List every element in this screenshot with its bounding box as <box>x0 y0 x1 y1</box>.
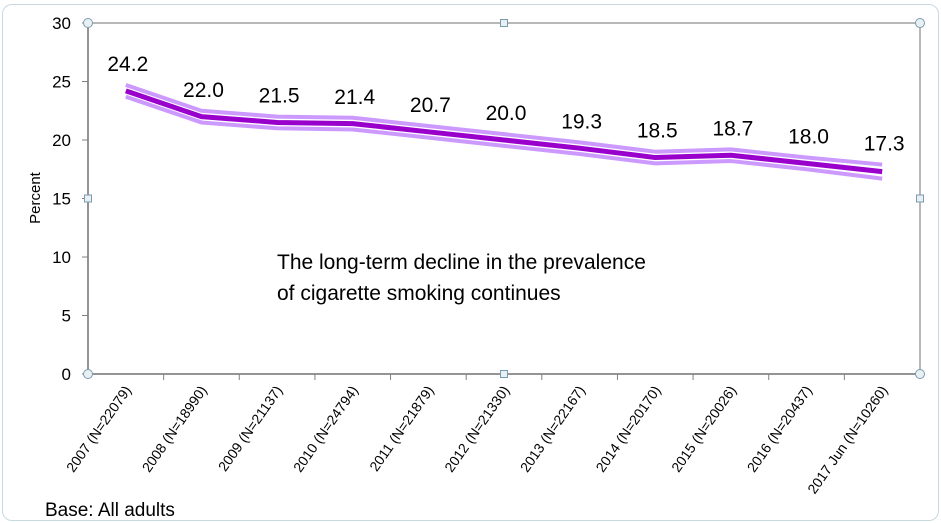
data-label: 22.0 <box>183 79 224 102</box>
x-tick-label: 2012 (N=21330) <box>441 383 512 475</box>
x-tick-label: 2017 Jun (N=10260) <box>804 383 891 497</box>
data-label: 18.5 <box>637 120 678 143</box>
x-tick-label: 2010 (N=24794) <box>290 383 361 475</box>
y-tick-label: 10 <box>52 248 71 267</box>
resize-handle-corner <box>83 18 93 28</box>
data-label: 24.2 <box>107 53 148 76</box>
x-tick-label: 2011 (N=21879) <box>366 383 437 475</box>
resize-handle-side <box>84 194 92 203</box>
annotation-line-2: of cigarette smoking continues <box>277 282 561 305</box>
x-tick-label: 2009 (N=21137) <box>215 383 286 475</box>
resize-handle-corner <box>83 369 93 379</box>
data-label: 20.0 <box>486 102 527 125</box>
y-tick-label: 30 <box>52 14 71 33</box>
data-label: 17.3 <box>864 133 905 156</box>
y-axis-label: Percent <box>27 171 44 224</box>
data-label: 18.0 <box>788 126 829 149</box>
data-label: 21.4 <box>334 86 375 109</box>
data-label: 19.3 <box>561 110 602 133</box>
resize-handle-side <box>500 19 508 27</box>
x-tick-label: 2014 (N=20170) <box>592 383 663 475</box>
x-tick-label: 2015 (N=20026) <box>668 383 739 475</box>
series-line-lower-bound <box>125 94 883 181</box>
data-label: 18.7 <box>712 117 753 140</box>
plot-area-border <box>87 22 921 375</box>
x-tick-label: 2007 (N=22079) <box>63 383 134 475</box>
footnote: Base: All adults <box>45 500 175 521</box>
y-tick-label: 15 <box>52 190 71 209</box>
y-tick-label: 5 <box>62 307 71 326</box>
y-tick-label: 0 <box>62 365 71 384</box>
y-tick-label: 25 <box>52 73 71 92</box>
resize-handle-corner <box>915 18 925 28</box>
chart-frame <box>2 4 939 521</box>
resize-handle-side <box>916 194 924 203</box>
resize-handle-corner <box>915 369 925 379</box>
x-tick-label: 2008 (N=18990) <box>139 383 210 475</box>
series-line-upper-bound <box>125 83 883 167</box>
x-tick-label: 2013 (N=22167) <box>517 383 588 475</box>
series-line-prevalence <box>125 88 883 175</box>
data-label: 20.7 <box>410 94 451 117</box>
annotation-line-1: The long-term decline in the prevalence <box>277 251 646 274</box>
data-label: 21.5 <box>259 85 300 108</box>
resize-handle-side <box>500 370 508 378</box>
y-tick-label: 20 <box>52 131 71 150</box>
x-tick-label: 2016 (N=20437) <box>744 383 815 475</box>
